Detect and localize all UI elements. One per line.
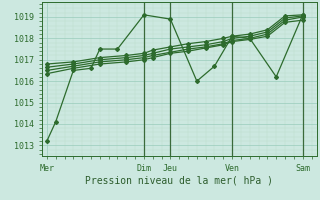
- X-axis label: Pression niveau de la mer( hPa ): Pression niveau de la mer( hPa ): [85, 175, 273, 185]
